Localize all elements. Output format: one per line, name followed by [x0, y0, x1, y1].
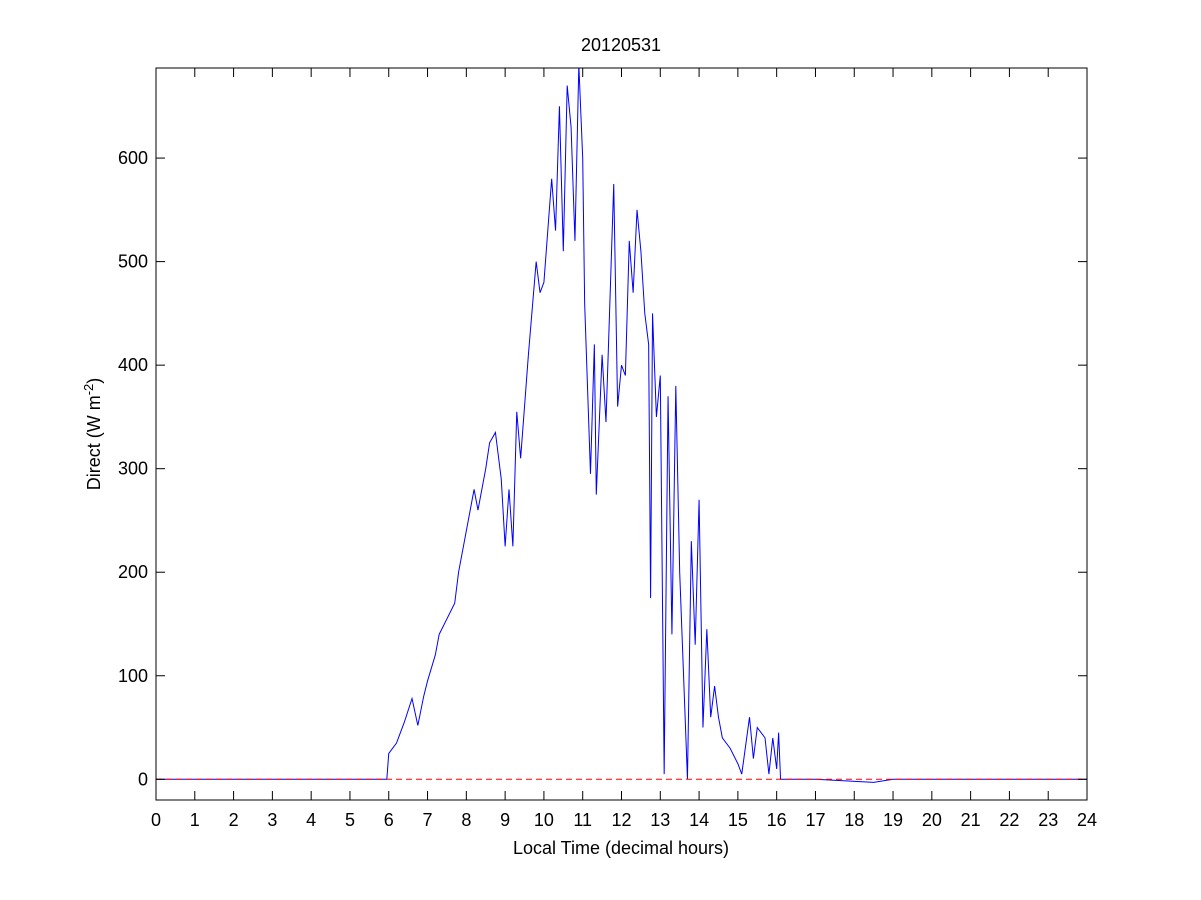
- x-tick-label: 9: [500, 810, 510, 830]
- y-tick-label: 100: [118, 666, 148, 686]
- x-axis-label: Local Time (decimal hours): [513, 838, 729, 858]
- x-tick-label: 2: [229, 810, 239, 830]
- x-tick-label: 4: [306, 810, 316, 830]
- x-tick-label: 19: [883, 810, 903, 830]
- x-tick-label: 0: [151, 810, 161, 830]
- x-tick-label: 8: [461, 810, 471, 830]
- x-tick-label: 14: [689, 810, 709, 830]
- chart-title: 20120531: [581, 35, 661, 55]
- x-tick-label: 24: [1077, 810, 1097, 830]
- x-tick-label: 12: [611, 810, 631, 830]
- x-tick-label: 17: [805, 810, 825, 830]
- y-axis-label-sup: -2: [81, 384, 96, 396]
- y-tick-label: 300: [118, 459, 148, 479]
- x-tick-label: 11: [573, 810, 592, 830]
- x-tick-label: 21: [961, 810, 981, 830]
- y-axis-label-text: Direct (W m: [84, 395, 104, 490]
- series-line: [156, 68, 1087, 783]
- y-axis-label-suffix: ): [84, 378, 104, 384]
- x-tick-label: 15: [728, 810, 748, 830]
- x-tick-label: 5: [345, 810, 355, 830]
- x-tick-label: 3: [267, 810, 277, 830]
- x-tick-label: 7: [423, 810, 433, 830]
- x-tick-label: 10: [534, 810, 554, 830]
- y-tick-label: 200: [118, 562, 148, 582]
- x-tick-label: 1: [190, 810, 200, 830]
- x-tick-label: 20: [922, 810, 942, 830]
- y-tick-label: 0: [138, 769, 148, 789]
- x-tick-label: 6: [384, 810, 394, 830]
- x-tick-label: 22: [999, 810, 1019, 830]
- x-tick-label: 18: [844, 810, 864, 830]
- x-tick-label: 16: [767, 810, 787, 830]
- y-tick-label: 600: [118, 148, 148, 168]
- y-axis-label: Direct (W m-2): [81, 378, 104, 491]
- x-tick-label: 23: [1038, 810, 1058, 830]
- y-tick-label: 400: [118, 355, 148, 375]
- plot-area: [156, 68, 1087, 783]
- y-tick-label: 500: [118, 252, 148, 272]
- x-tick-label: 13: [650, 810, 670, 830]
